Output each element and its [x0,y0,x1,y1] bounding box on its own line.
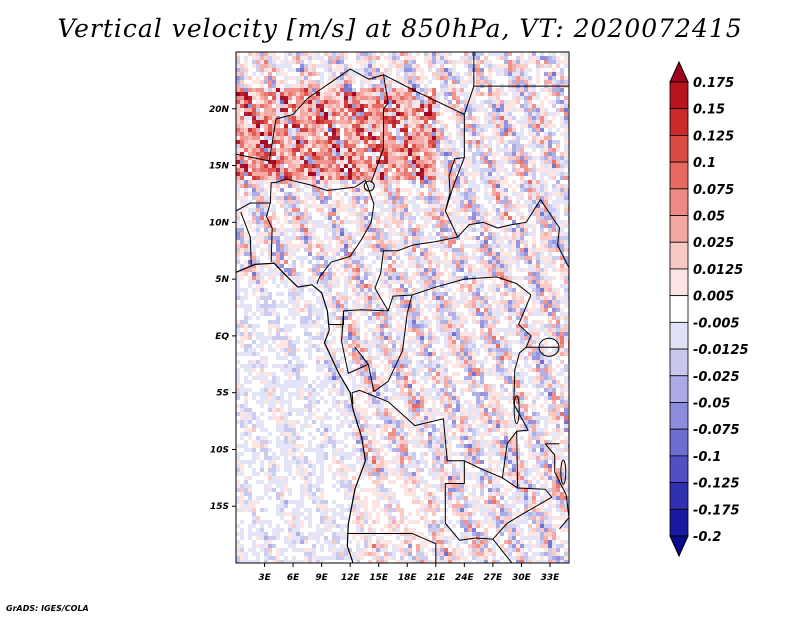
colorbar-label: -0.075 [693,423,740,438]
colorbar-label: -0.005 [693,316,740,331]
x-tick-label: 18E [398,573,418,583]
colorbar-label: 0.1 [693,156,716,171]
y-axis: 20N 15N 10N 5N EQ 5S 10S 15S [209,105,236,512]
colorbar-segment [669,508,689,537]
colorbar-segment [669,295,689,323]
x-tick-label: 12E [341,573,361,583]
y-tick-label: 15N [209,162,230,172]
x-tick-label: 24E [455,573,475,583]
colorbar-segment [669,268,689,297]
x-tick-label: 15E [369,573,389,583]
colorbar-segment [669,375,689,403]
colorbar-label: 0.175 [693,76,734,91]
map-frame [235,51,570,564]
x-tick-label: 33E [541,573,561,583]
y-tick-label: 10S [210,445,229,455]
x-tick-label: 27E [484,573,504,583]
colorbar-label: -0.175 [693,503,740,518]
colorbar-segment [669,428,689,457]
y-tick-label: 5N [215,275,229,285]
colorbar-label: -0.2 [693,530,721,545]
y-tick-label: 15S [210,502,229,512]
colorbar-label: 0.075 [693,183,734,198]
colorbar: 0.175 0.15 0.125 0.1 0.075 0.05 0.025 0.0125 0.0… [669,60,749,558]
colorbar-bottom-arrow [669,535,689,558]
velocity-field [236,52,569,563]
colorbar-segment [669,188,689,216]
colorbar-segment [669,348,689,377]
colorbar-segment [669,161,689,190]
coastlines-and-borders [236,52,569,563]
chart-title: Vertical velocity [m/s] at 850hPa, VT: 2… [57,14,743,43]
colorbar-label: 0.125 [693,129,734,144]
colorbar-label: 0.0125 [693,263,743,278]
x-tick-label: 30E [512,573,532,583]
colorbar-label: -0.125 [693,477,740,492]
colorbar-label: 0.025 [693,236,734,251]
colorbar-label: -0.1 [693,450,721,465]
colorbar-segment [669,135,689,163]
colorbar-segment [669,402,689,430]
colorbar-label: 0.15 [693,103,725,118]
colorbar-label: -0.025 [693,370,740,385]
y-tick-label: 10N [209,218,230,228]
colorbar-segment [669,241,689,270]
x-tick-label: 21E [426,573,446,583]
colorbar-label: 0.05 [693,210,725,225]
colorbar-segment [669,482,689,510]
grads-credit: GrADS: IGES/COLA [6,604,89,613]
y-tick-label: 5S [216,389,229,399]
x-axis: 3E 6E 9E 12E 15E 18E 21E 24E 27E 30E 33E [258,563,560,583]
colorbar-segment [669,81,689,110]
colorbar-label: 0.005 [693,290,734,305]
colorbar-segment [669,321,689,350]
colorbar-top-arrow [669,60,689,83]
y-tick-label: EQ [215,332,229,342]
x-tick-label: 9E [315,573,328,583]
colorbar-segment [669,455,689,483]
colorbar-label: -0.0125 [693,343,749,358]
colorbar-label: -0.05 [693,396,730,411]
x-tick-label: 3E [258,573,271,583]
x-tick-label: 6E [287,573,300,583]
y-tick-label: 20N [209,105,230,115]
colorbar-segment [669,215,689,243]
colorbar-segment [669,108,689,136]
